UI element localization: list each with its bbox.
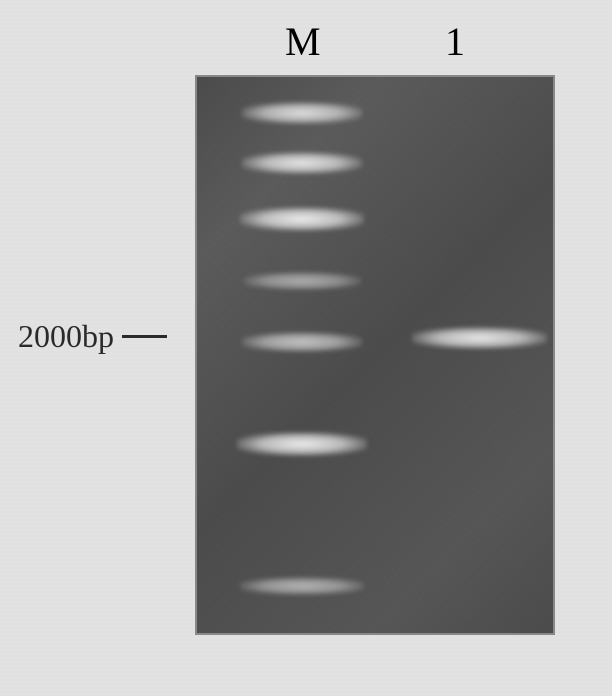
size-annotation: 2000bp [18, 318, 167, 355]
gel-band [240, 207, 364, 231]
gel-band [412, 327, 547, 349]
gel-band [237, 432, 367, 456]
gel-lane-sample [412, 77, 547, 633]
lane-label-sample: 1 [445, 18, 465, 65]
gel-band [242, 102, 362, 124]
size-annotation-text: 2000bp [18, 318, 114, 355]
gel-band [244, 272, 361, 290]
gel-band [242, 152, 362, 174]
gel-image [195, 75, 555, 635]
gel-lane-marker [237, 77, 367, 633]
gel-band [240, 577, 364, 595]
gel-band [242, 332, 362, 352]
size-annotation-line [122, 335, 167, 338]
lane-label-marker: M [285, 18, 321, 65]
